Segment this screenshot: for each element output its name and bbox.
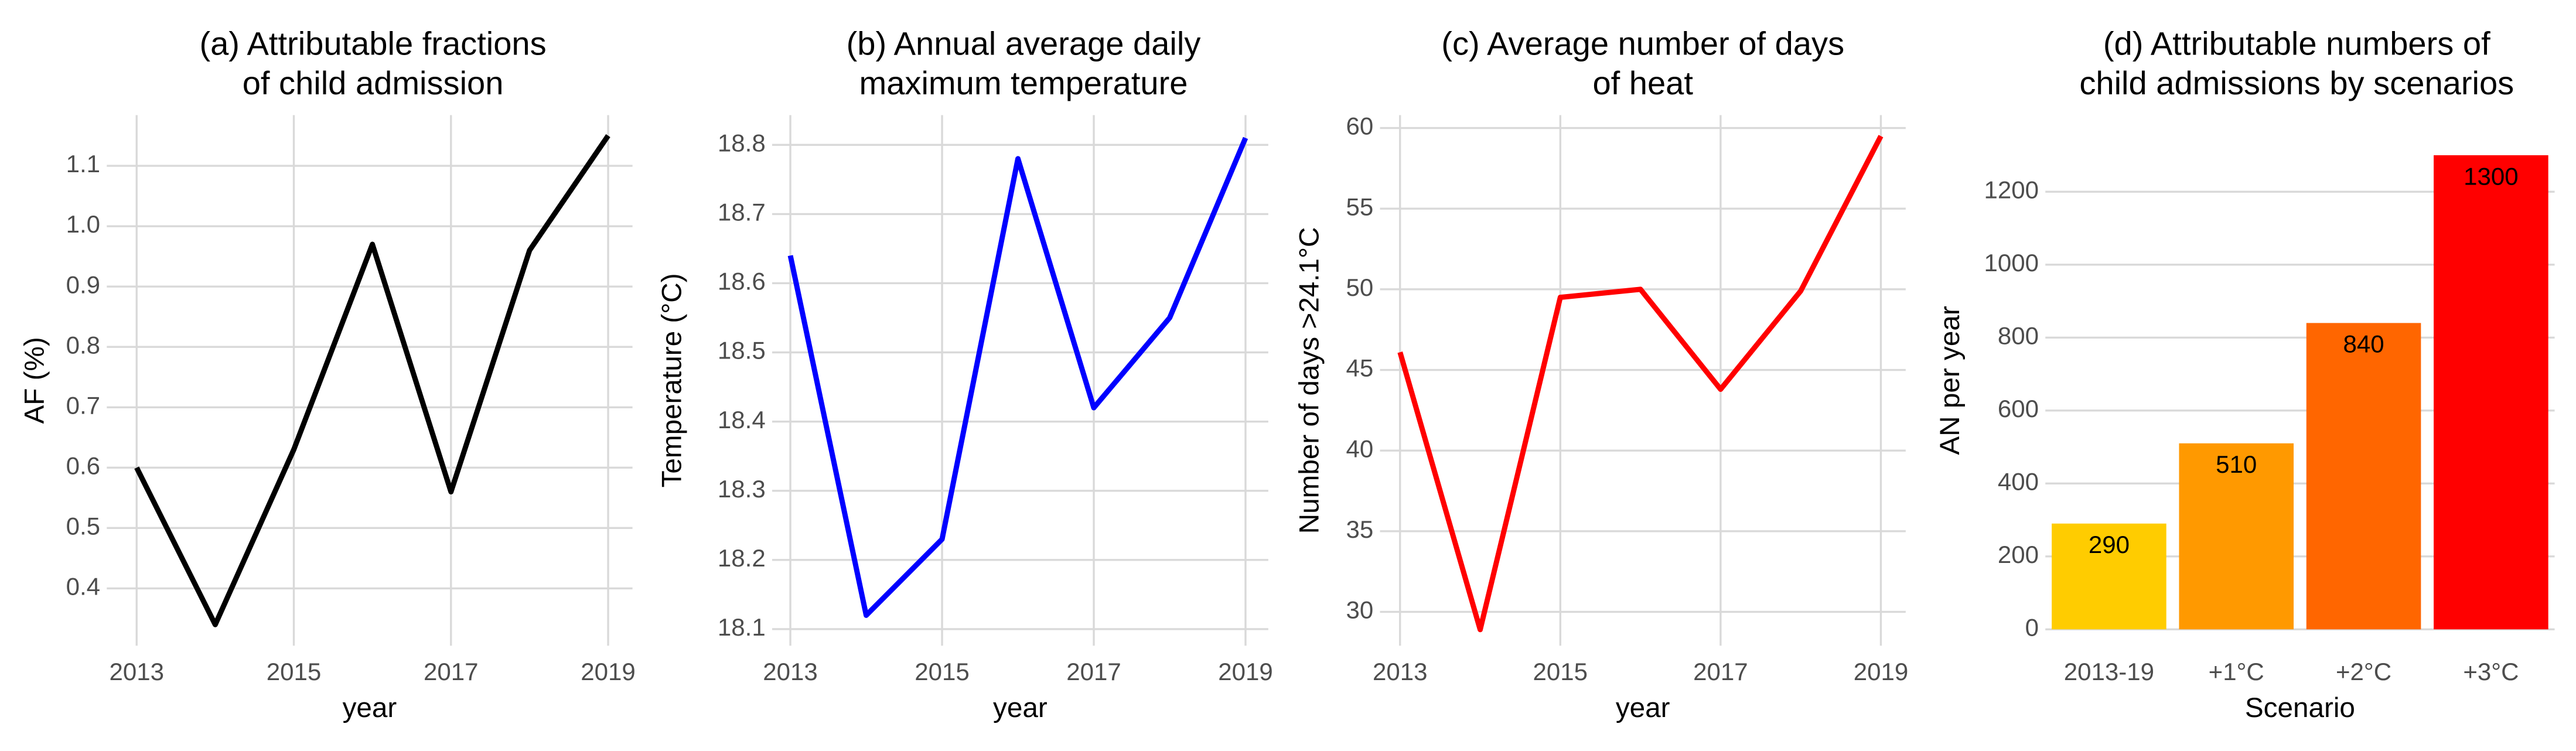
y-tick-label: 400 [1998, 467, 2039, 495]
y-tick-label: 18.5 [718, 337, 766, 364]
y-axis-title: AN per year [1934, 306, 1966, 455]
y-tick-label: 800 [1998, 322, 2039, 349]
chart-title: maximum temperature [859, 64, 1188, 101]
chart-title: (c) Average number of days [1441, 25, 1844, 62]
x-tick-label: 2019 [1854, 658, 1909, 685]
y-tick-label: 600 [1998, 395, 2039, 422]
y-tick-label: 0.7 [66, 391, 100, 419]
data-line [134, 134, 610, 627]
y-tick-label: 18.1 [718, 613, 766, 641]
y-tick-label: 18.2 [718, 544, 766, 572]
y-axis-title: AF (%) [19, 337, 50, 424]
data-label: 840 [2343, 330, 2384, 358]
x-tick-label: 2017 [1693, 658, 1748, 685]
data-label: 1300 [2464, 162, 2519, 190]
data-line [787, 136, 1248, 618]
bar [2434, 155, 2548, 630]
y-tick-label: 1000 [1984, 249, 2039, 276]
x-tick-label: 2017 [1066, 658, 1121, 685]
y-tick-label: 45 [1346, 354, 1374, 382]
chart-title: of child admission [243, 64, 504, 101]
chart-title: (b) Annual average daily [847, 25, 1201, 62]
x-axis-title: Scenario [2245, 692, 2355, 723]
y-tick-label: 55 [1346, 193, 1374, 220]
x-axis-title: year [343, 692, 397, 723]
x-tick-label: 2013-19 [2064, 658, 2154, 685]
x-tick-label: 2013 [763, 658, 818, 685]
y-tick-label: 0.6 [66, 452, 100, 479]
y-axis-title: Number of days >24.1°C [1294, 227, 1325, 534]
x-tick-label: +1°C [2209, 658, 2264, 685]
y-tick-label: 0.5 [66, 512, 100, 540]
chart-title: of heat [1592, 64, 1693, 101]
y-tick-label: 18.8 [718, 129, 766, 156]
data-label: 510 [2216, 450, 2257, 478]
y-tick-label: 18.6 [718, 268, 766, 295]
y-tick-label: 0.4 [66, 573, 100, 600]
x-tick-label: +2°C [2336, 658, 2391, 685]
y-tick-label: 1200 [1984, 176, 2039, 203]
x-tick-label: +3°C [2463, 658, 2519, 685]
data-line [1397, 135, 1884, 633]
y-tick-label: 1.0 [66, 210, 100, 238]
x-tick-label: 2015 [267, 658, 322, 685]
bar [2179, 443, 2294, 630]
x-axis-title: year [1616, 692, 1670, 723]
x-tick-label: 2015 [1533, 658, 1588, 685]
x-tick-label: 2015 [915, 658, 970, 685]
y-tick-label: 200 [1998, 541, 2039, 568]
y-tick-label: 50 [1346, 274, 1374, 301]
x-tick-label: 2019 [1218, 658, 1273, 685]
y-tick-label: 0 [2025, 613, 2039, 641]
x-tick-label: 2019 [581, 658, 636, 685]
bar [2052, 523, 2166, 630]
y-tick-label: 0.8 [66, 331, 100, 359]
y-tick-label: 35 [1346, 516, 1374, 543]
y-tick-label: 1.1 [66, 150, 100, 177]
x-tick-label: 2013 [1373, 658, 1428, 685]
bar [2306, 323, 2421, 630]
y-axis-title: Temperature (°C) [656, 273, 687, 487]
chart-title: (d) Attributable numbers of [2103, 25, 2490, 62]
x-tick-label: 2017 [424, 658, 479, 685]
x-tick-label: 2013 [109, 658, 164, 685]
data-label: 290 [2089, 531, 2130, 558]
y-tick-label: 60 [1346, 112, 1374, 140]
y-tick-label: 0.9 [66, 271, 100, 298]
y-tick-label: 18.7 [718, 199, 766, 226]
chart-title: (a) Attributable fractions [199, 25, 546, 62]
y-tick-label: 18.4 [718, 406, 766, 433]
y-tick-label: 18.3 [718, 475, 766, 503]
y-tick-label: 40 [1346, 435, 1374, 462]
chart-title: child admissions by scenarios [2079, 64, 2514, 101]
y-tick-label: 30 [1346, 596, 1374, 624]
x-axis-title: year [993, 692, 1048, 723]
